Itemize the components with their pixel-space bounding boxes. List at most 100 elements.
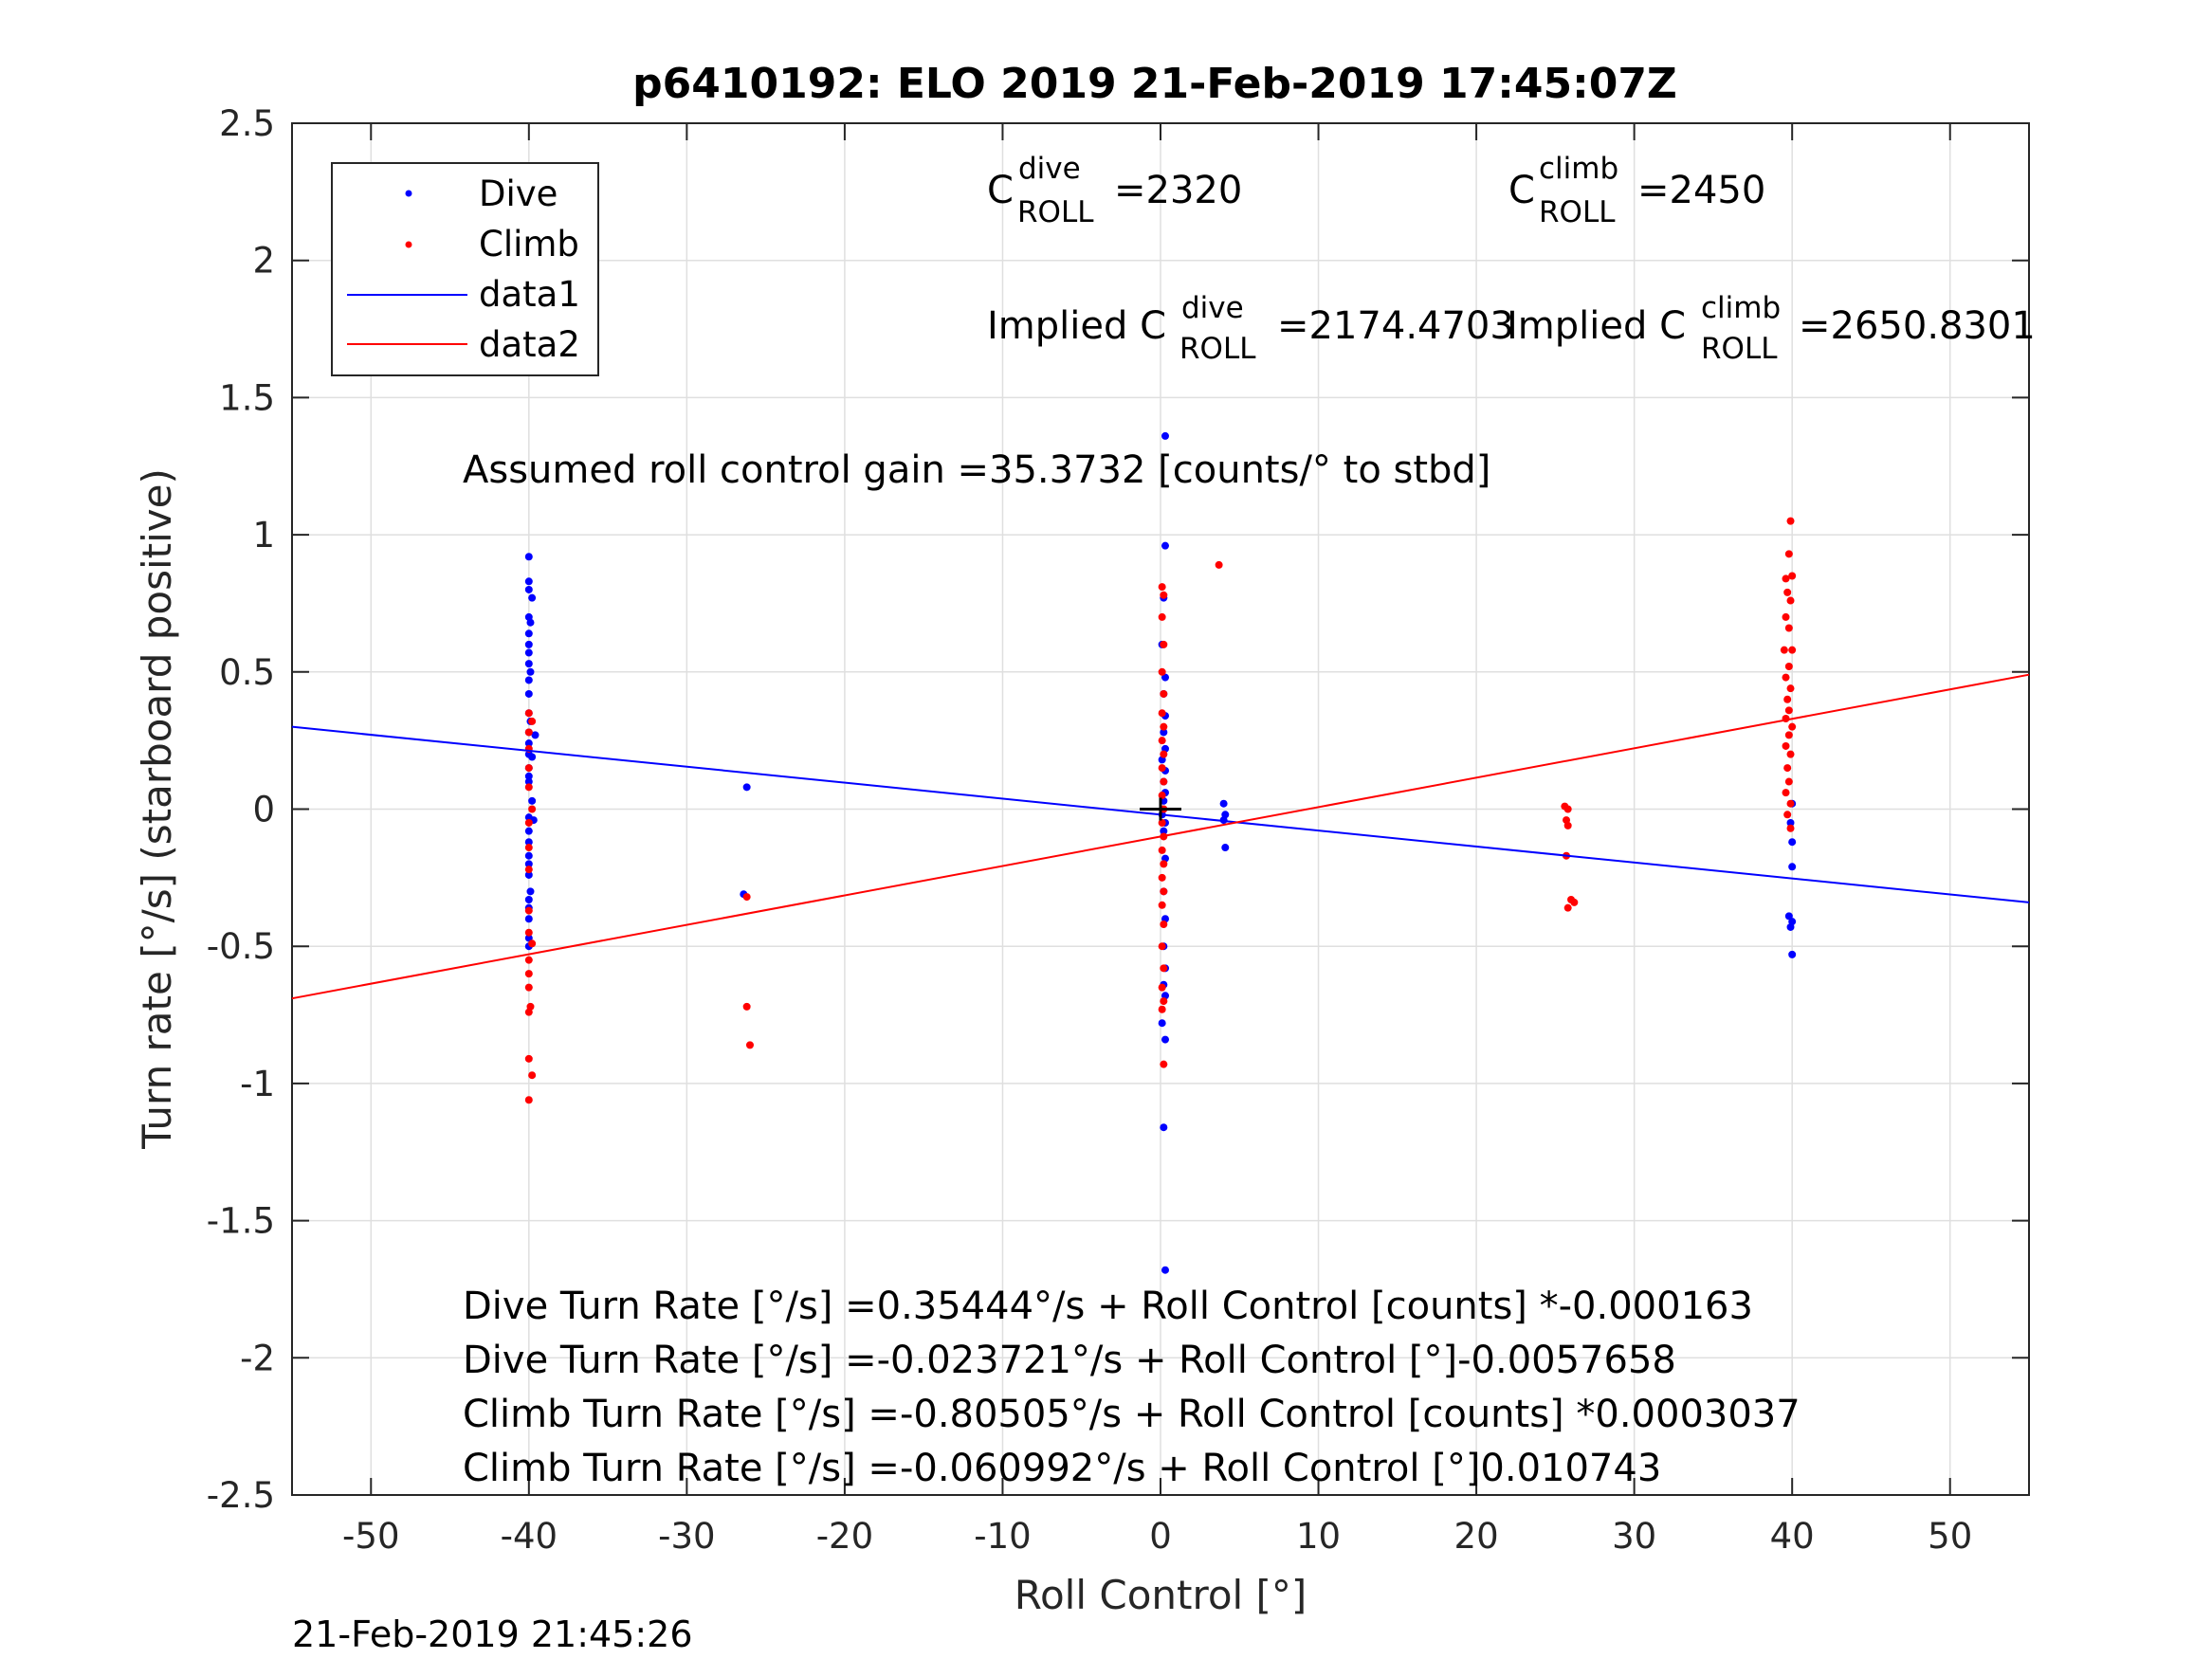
dive-point (1160, 827, 1168, 835)
climb-point (524, 1096, 533, 1104)
dive-point (1161, 431, 1169, 440)
climb-point (524, 709, 533, 718)
implied-climb-sup: climb (1701, 291, 1781, 325)
dive-point (1160, 728, 1168, 737)
climb-point (1782, 612, 1790, 621)
climb-point (524, 764, 533, 773)
climb-point (1786, 596, 1795, 605)
dive-point (526, 887, 535, 896)
dive-point (524, 915, 533, 923)
dive-point (1784, 912, 1793, 921)
climb-point (524, 783, 533, 792)
climb-point (742, 1002, 751, 1011)
climb-point (1158, 942, 1166, 951)
dive-point (526, 618, 535, 627)
climb-point (1783, 588, 1792, 596)
x-tick-label: -30 (658, 1516, 715, 1557)
legend-box (331, 162, 599, 376)
dive-point (1786, 922, 1795, 931)
dive-point (524, 739, 533, 748)
x-tick-label: 10 (1296, 1516, 1341, 1557)
climb-point (1160, 860, 1168, 868)
climb-point (1784, 550, 1793, 558)
climb-point (1215, 560, 1223, 569)
climb-point (524, 906, 533, 915)
y-tick-label: 1.5 (219, 377, 275, 418)
dive-point (526, 667, 535, 676)
dive-point (1786, 818, 1795, 827)
dive-point (1161, 673, 1169, 682)
climb-point (528, 805, 537, 813)
x-tick-label: -10 (974, 1516, 1031, 1557)
data-series (291, 431, 2030, 1274)
c-climb-annotation: C climb ROLL =2450 (1508, 152, 1765, 229)
climb-point (1160, 689, 1168, 698)
climb-point (1158, 667, 1166, 676)
dive-point (524, 870, 533, 879)
c-dive-sub: ROLL (1017, 195, 1094, 229)
y-tick-label: -2 (240, 1338, 275, 1378)
implied-climb-prefix: Implied C (1507, 304, 1686, 348)
climb-point (1788, 646, 1797, 654)
climb-point (524, 928, 533, 937)
dive-point (524, 689, 533, 698)
implied-climb-annotation: Implied C climb ROLL =2650.8301 (1507, 291, 2036, 366)
c-climb-sup: climb (1539, 152, 1618, 186)
climb-point (1563, 821, 1572, 830)
climb-point (1563, 805, 1572, 813)
y-tick-label: 0.5 (219, 652, 275, 693)
climb-point (1160, 640, 1168, 648)
climb-point (1158, 792, 1166, 800)
implied-climb-value: =2650.8301 (1799, 304, 2036, 348)
dive-point (524, 851, 533, 860)
dive-point (528, 593, 537, 602)
dive-point (524, 648, 533, 657)
climb-point (1158, 737, 1166, 745)
climb-point (1160, 722, 1168, 731)
climb-point (528, 939, 537, 948)
fit-line-4: Climb Turn Rate [°/s] =-0.060992°/s + Ro… (463, 1447, 1661, 1490)
climb-point (1782, 673, 1790, 682)
x-tick-label: -50 (342, 1516, 399, 1557)
climb-point (1786, 684, 1795, 693)
y-axis-label: Turn rate [°/s] (starboard positive) (134, 468, 180, 1150)
legend-climb-marker (405, 241, 412, 248)
dive-point (742, 783, 751, 792)
climb-point (1160, 591, 1168, 599)
dive-point (1788, 950, 1797, 958)
svg-text:C: C (987, 169, 1014, 212)
implied-dive-value: =2174.4703 (1277, 304, 1514, 348)
climb-point (528, 1071, 537, 1080)
y-tick-label: -1 (240, 1064, 275, 1104)
x-tick-label: 30 (1612, 1516, 1656, 1557)
dive-point (528, 796, 537, 805)
implied-climb-sub: ROLL (1701, 332, 1778, 366)
x-tick-label: 0 (1149, 1516, 1172, 1557)
climb-point (1158, 873, 1166, 882)
climb-point (1786, 750, 1795, 758)
fit-line-1: Dive Turn Rate [°/s] =0.35444°/s + Roll … (463, 1285, 1753, 1328)
climb-point (524, 844, 533, 852)
fit-line-3: Climb Turn Rate [°/s] =-0.80505°/s + Rol… (463, 1393, 1801, 1436)
dive-point (524, 827, 533, 835)
c-dive-value: =2320 (1114, 169, 1242, 212)
axis-ticks: -50 -40 -30 -20 -10 0 10 20 30 40 50-2.5-2-1.5-1-0… (207, 103, 2029, 1557)
climb-point (524, 1054, 533, 1063)
dive-point (1161, 1035, 1169, 1044)
climb-point (1160, 777, 1168, 786)
climb-point (1160, 921, 1168, 929)
climb-point (1160, 964, 1168, 973)
implied-dive-prefix: Implied C (987, 304, 1166, 348)
legend-data2-label: data2 (479, 324, 580, 365)
x-tick-label: -40 (501, 1516, 558, 1557)
gain-annotation: Assumed roll control gain =35.3732 [coun… (463, 448, 1490, 492)
x-tick-label: 50 (1928, 1516, 1972, 1557)
dive-point (524, 660, 533, 668)
climb-point (745, 1041, 754, 1049)
legend-dive-marker (405, 190, 412, 197)
climb-point (1783, 811, 1792, 819)
climb-point (1783, 764, 1792, 773)
dive-point (524, 934, 533, 942)
climb-point (742, 893, 751, 902)
